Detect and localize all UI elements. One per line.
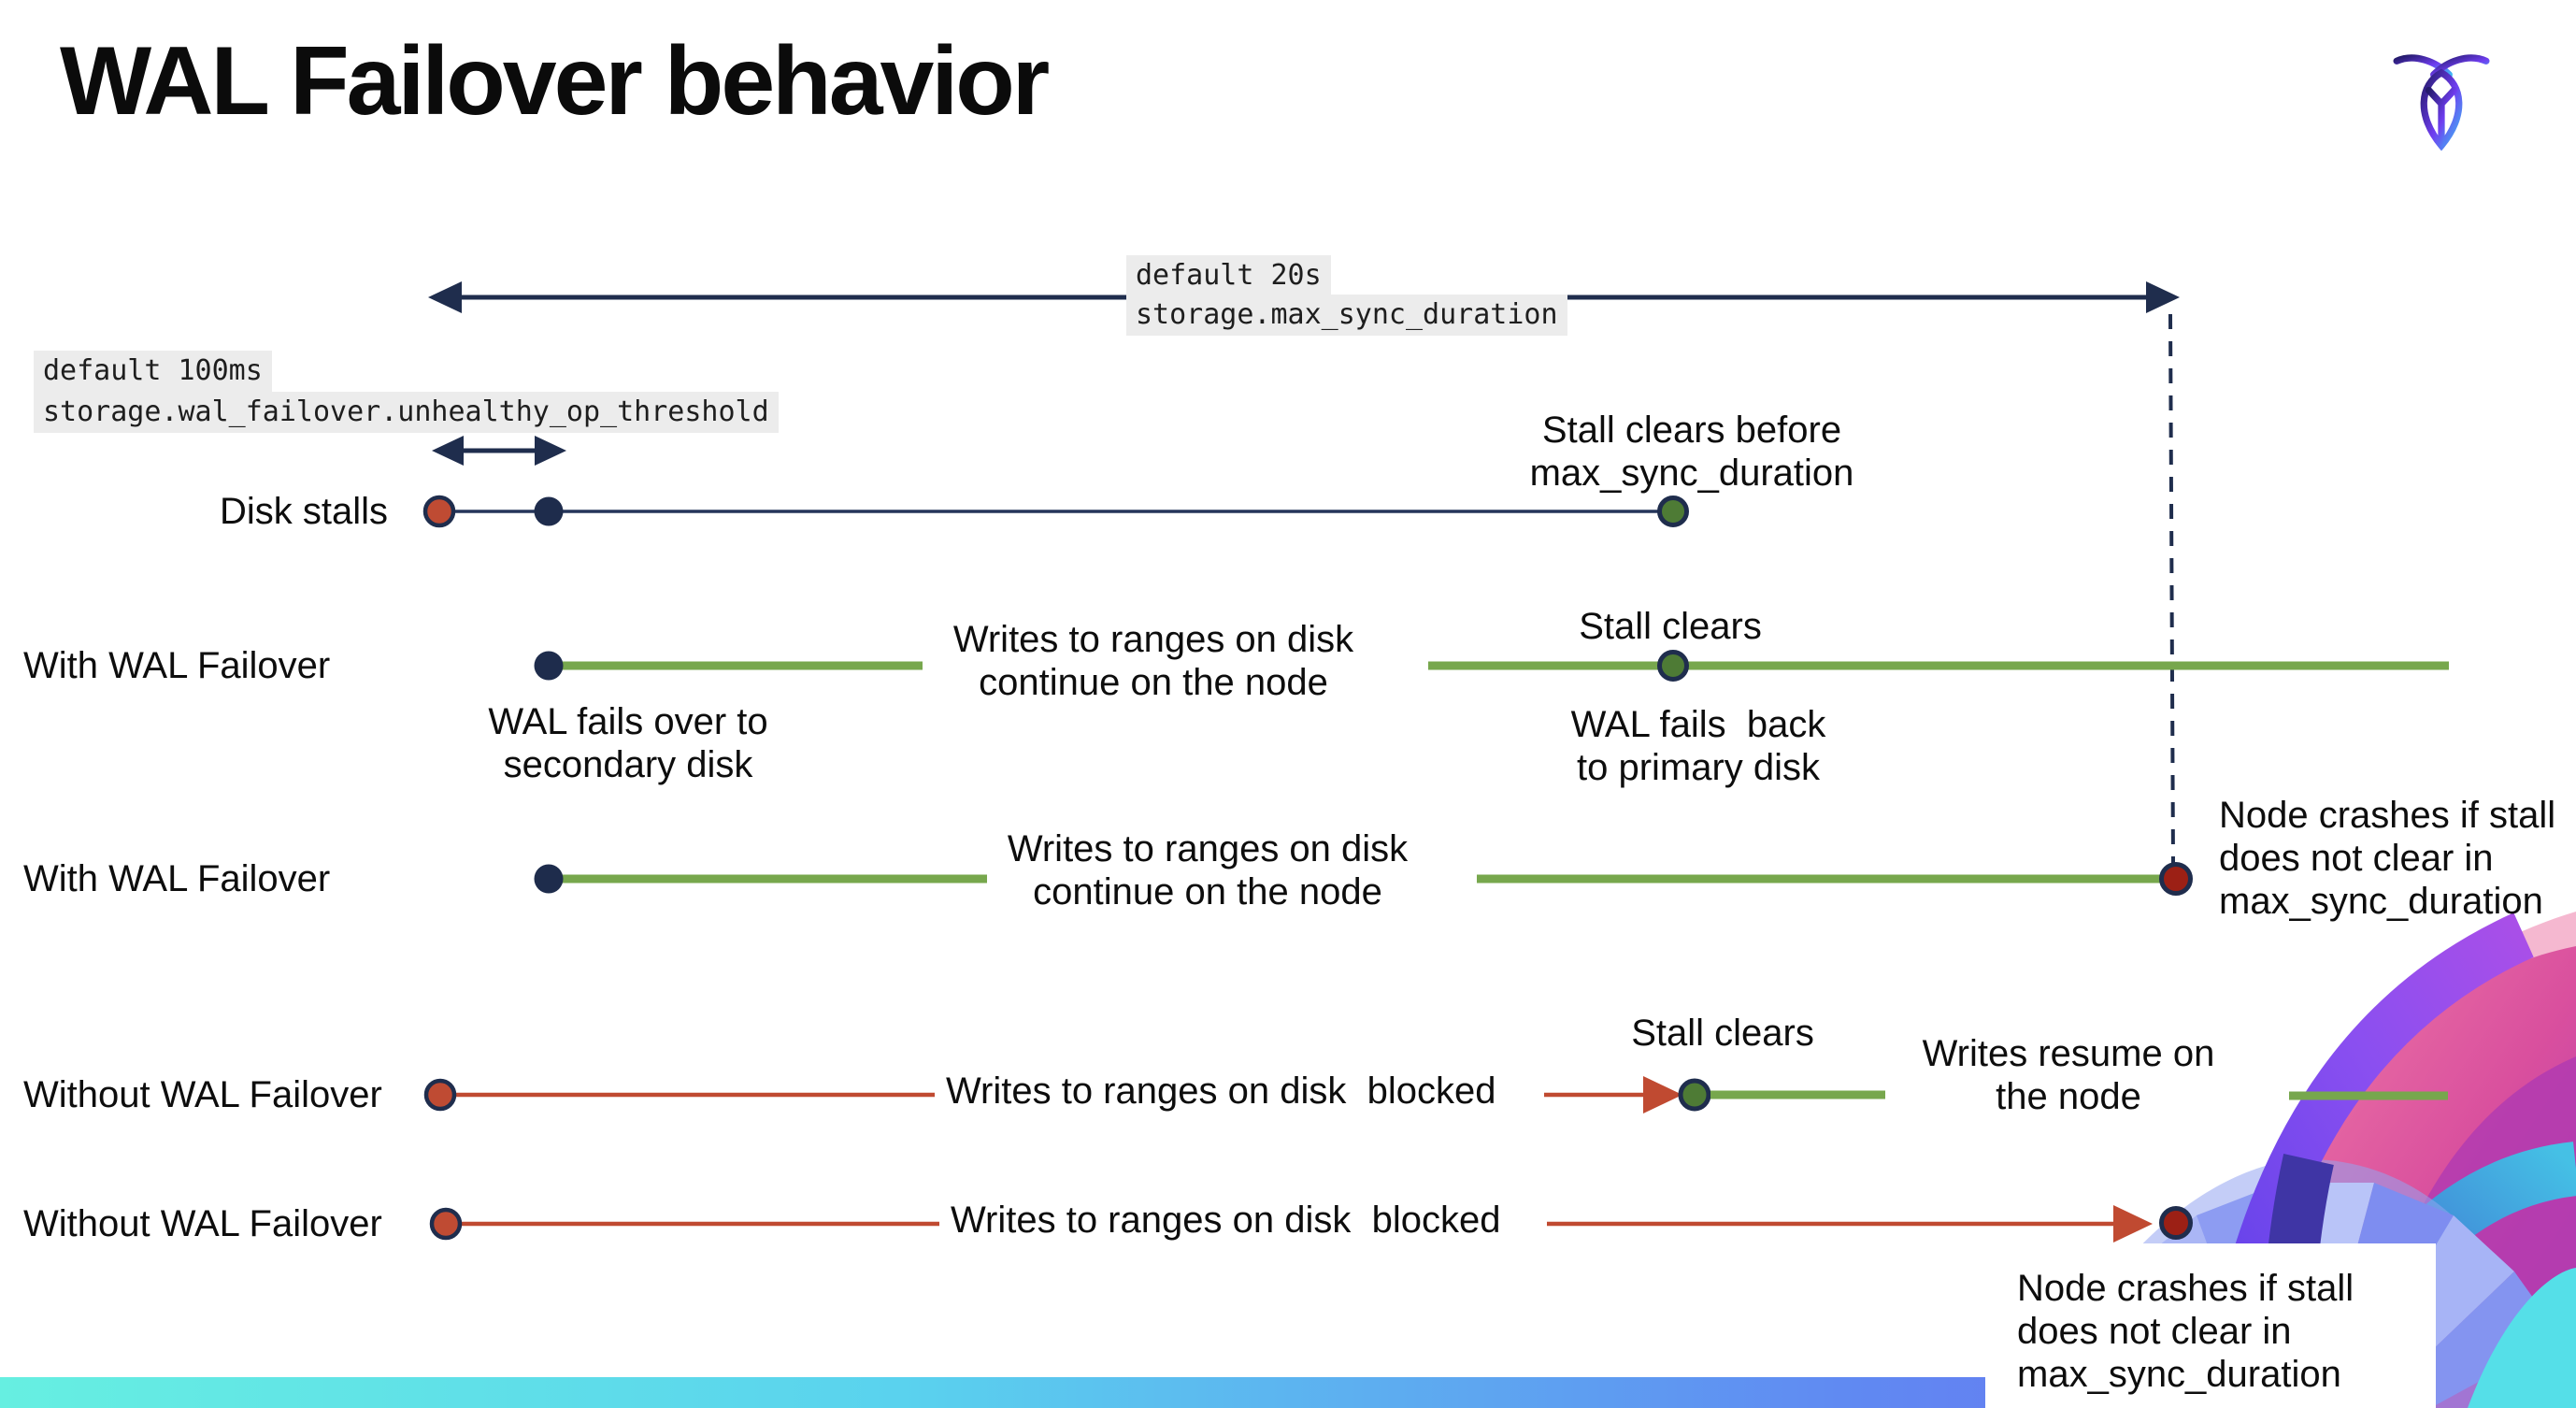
body-stem — [2425, 86, 2458, 148]
crash-note-box — [1985, 1243, 2436, 1408]
stall-clears-dot — [1657, 496, 1689, 527]
note-writes-continue-2: Writes to ranges on disk continue on the… — [1007, 828, 1409, 912]
unhealthy-op-default-chip: default 100ms — [34, 351, 272, 392]
red-arrowhead — [1643, 1076, 1682, 1113]
note-writes-resume: Writes resume on the node — [1922, 1033, 2215, 1117]
note-stall-clears-4: Stall clears — [1631, 1013, 1814, 1054]
page-title: WAL Failover behavior — [60, 27, 1050, 136]
red-arrowhead — [2113, 1205, 2153, 1243]
note-node-crashes-5: Node crashes if stall does not clear in … — [2017, 1268, 2354, 1395]
node-crash-dot — [2159, 862, 2193, 896]
row-with-failover-1-line — [534, 650, 2449, 682]
note-writes-blocked-4: Writes to ranges on disk blocked — [946, 1070, 1496, 1112]
note-writes-continue-1: Writes to ranges on disk continue on the… — [952, 619, 1354, 703]
row-label-disk-stalls: Disk stalls — [219, 491, 388, 532]
unhealthy-op-threshold-arrow — [432, 436, 566, 466]
note-stall-clears-before: Stall clears before max_sync_duration — [1529, 409, 1854, 494]
max-sync-setting-chip: storage.max_sync_duration — [1126, 295, 1567, 336]
note-wal-fails-over: WAL fails over to secondary disk — [488, 701, 768, 785]
row-label-with-wal-failover-1: With WAL Failover — [23, 645, 331, 686]
stall-clears-dot — [1678, 1078, 1711, 1112]
deadline-dashed-line — [2168, 313, 2175, 865]
node-crash-dot — [2159, 1206, 2193, 1240]
row-disk-stalls-line — [422, 495, 1689, 528]
row-label-without-wal-failover-2: Without WAL Failover — [23, 1203, 382, 1244]
note-node-crashes-3: Node crashes if stall does not clear in … — [2219, 795, 2556, 922]
note-wal-fails-back: WAL fails back to primary disk — [1570, 704, 1826, 788]
note-writes-blocked-5: Writes to ranges on disk blocked — [951, 1200, 1501, 1241]
row-label-without-wal-failover-1: Without WAL Failover — [23, 1074, 382, 1115]
threshold-dot — [534, 496, 564, 526]
row-with-failover-2-line — [534, 862, 2193, 896]
max-sync-default-chip: default 20s — [1126, 255, 1331, 296]
row-without-failover-1-line — [423, 1076, 2448, 1113]
failover-dot — [534, 651, 564, 681]
row-label-with-wal-failover-2: With WAL Failover — [23, 858, 331, 899]
unhealthy-op-setting-chip: storage.wal_failover.unhealthy_op_thresh… — [34, 392, 779, 433]
failback-dot — [1657, 650, 1689, 682]
row-without-failover-2-line — [429, 1205, 2193, 1243]
stall-start-dot — [429, 1207, 463, 1241]
stall-start-dot — [423, 1078, 457, 1112]
note-stall-clears-2: Stall clears — [1579, 606, 1762, 647]
cockroachdb-logo — [2393, 45, 2490, 161]
stall-start-dot — [422, 495, 456, 528]
failover-dot — [534, 864, 564, 894]
